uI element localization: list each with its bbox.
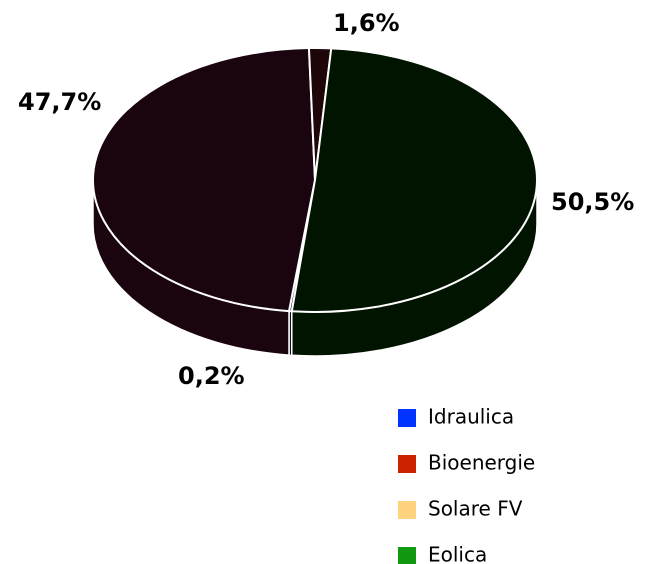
slice	[92, 47, 317, 313]
legend-swatch	[398, 501, 416, 519]
slice	[290, 47, 538, 313]
legend: Idraulica Bioenergie Solare FV Eolica	[398, 405, 535, 564]
legend-swatch	[398, 455, 416, 473]
data-label: 47,7%	[18, 88, 101, 116]
data-label: 50,5%	[551, 188, 634, 216]
legend-label: Idraulica	[428, 405, 514, 429]
legend-label: Bioenergie	[428, 451, 535, 475]
pie	[92, 47, 538, 357]
legend-label: Solare FV	[428, 497, 523, 521]
data-label: 0,2%	[178, 362, 245, 390]
legend-label: Eolica	[428, 543, 487, 564]
legend-swatch	[398, 547, 416, 564]
data-label: 1,6%	[333, 9, 400, 37]
legend-swatch	[398, 409, 416, 427]
